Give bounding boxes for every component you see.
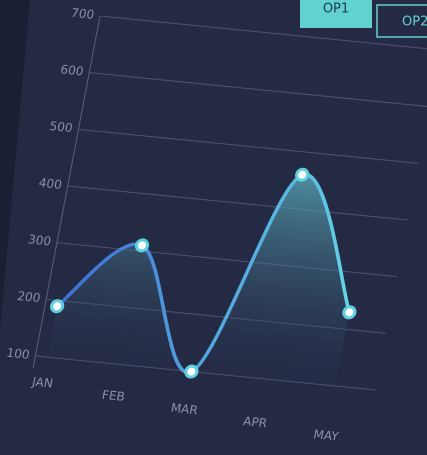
y-tick-label: 300 bbox=[27, 232, 53, 248]
line bbox=[55, 172, 352, 374]
y-tick-label: 100 bbox=[5, 346, 31, 362]
y-tick-label: 200 bbox=[16, 289, 42, 305]
plot: 100 200 300 400 500 600 700 JAN FEB MAR APR MAY bbox=[5, 6, 427, 444]
x-tick-label: APR bbox=[242, 414, 269, 430]
y-tick-label: 700 bbox=[70, 6, 96, 22]
button-op2[interactable] bbox=[376, 4, 427, 38]
point bbox=[49, 299, 65, 314]
x-tick-label: FEB bbox=[101, 388, 126, 404]
point bbox=[295, 167, 310, 182]
grid-line bbox=[89, 72, 427, 108]
grid-line bbox=[99, 15, 427, 51]
point bbox=[184, 364, 199, 379]
grid-line bbox=[67, 185, 408, 221]
button-op1[interactable] bbox=[300, 0, 372, 28]
y-axis bbox=[32, 15, 101, 369]
grid-line bbox=[78, 128, 419, 164]
point bbox=[342, 305, 357, 320]
area bbox=[47, 174, 350, 387]
x-tick-label: MAR bbox=[170, 401, 200, 418]
button-label: OP2 bbox=[402, 15, 427, 30]
y-tick-label: 400 bbox=[38, 176, 64, 192]
y-tick-label: 500 bbox=[48, 119, 74, 135]
y-tick-label: 600 bbox=[59, 62, 85, 78]
x-tick-label: MAY bbox=[312, 427, 340, 443]
button-label: OP1 bbox=[323, 2, 349, 17]
x-tick-label: JAN bbox=[30, 375, 54, 391]
point bbox=[134, 238, 150, 253]
